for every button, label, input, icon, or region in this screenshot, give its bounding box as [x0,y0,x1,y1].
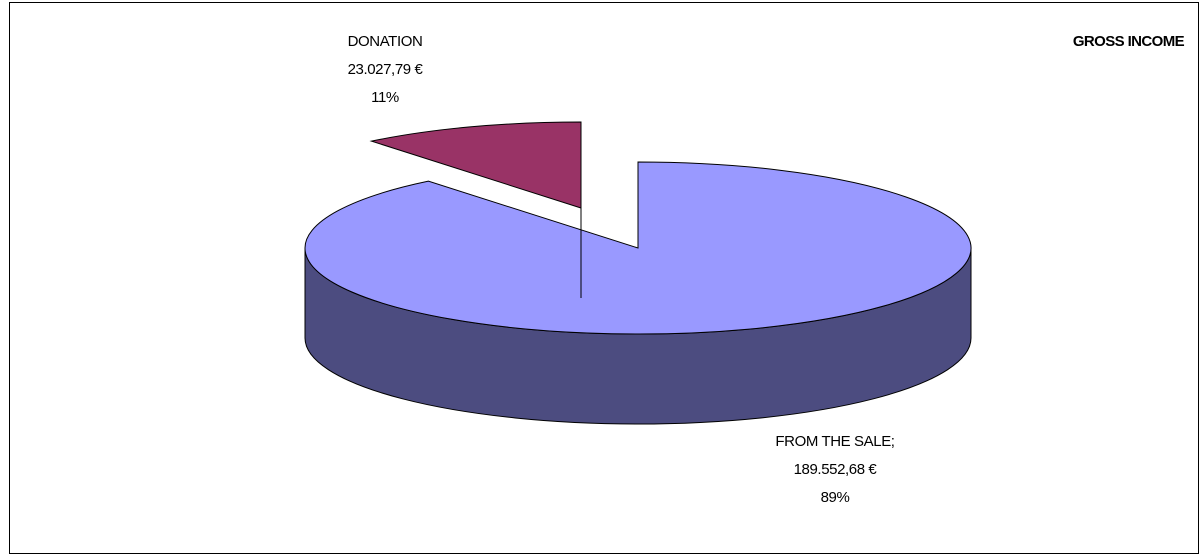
slice-label-sale-amount: 189.552,68 € [793,461,877,478]
slice-label-donation-amount: 23.027,79 € [347,61,423,78]
pie-top-donation [369,121,582,209]
slice-label-sale-name: FROM THE SALE; [775,433,895,450]
slice-label-donation-name: DONATION [347,33,423,50]
pie-top-sale [304,161,972,335]
slice-label-donation-percent: 11% [371,89,399,106]
chart-title: GROSS INCOME [1072,33,1185,50]
slice-label-sale: FROM THE SALE; 189.552,68 € 89% [730,428,940,512]
pie-slice-sale [304,161,972,425]
slice-label-donation: DONATION 23.027,79 € 11% [300,28,470,112]
slice-label-sale-percent: 89% [820,489,850,506]
pie-slice-donation [369,121,582,298]
